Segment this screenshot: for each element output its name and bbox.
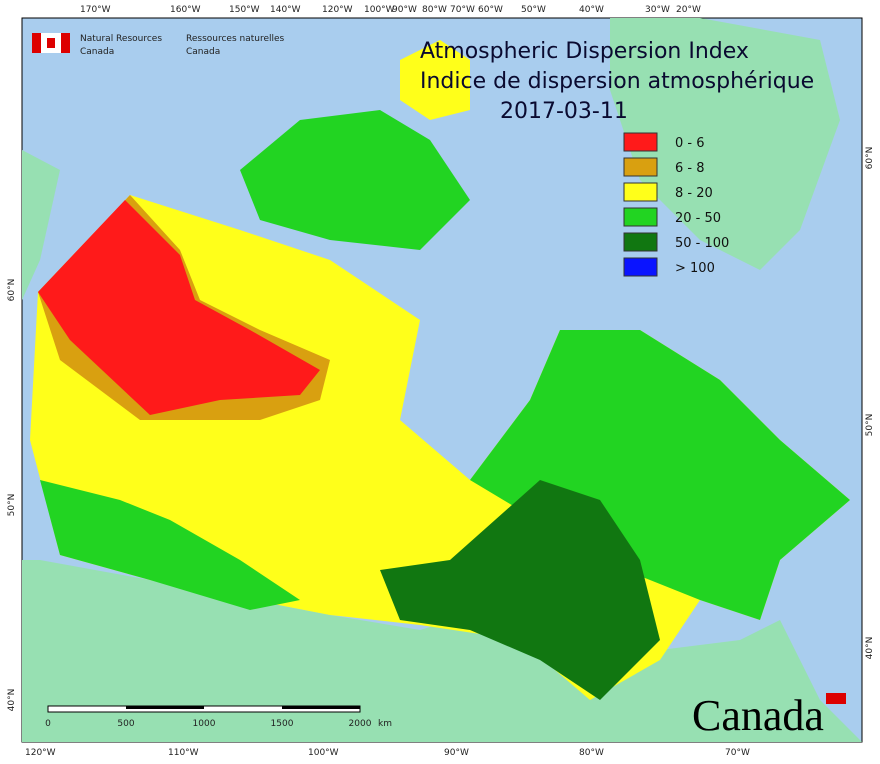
graticule-label: 30°W xyxy=(645,5,670,15)
arctic-islands xyxy=(240,110,470,250)
legend-label: > 100 xyxy=(675,261,715,276)
scale-label: 500 xyxy=(117,719,134,729)
graticule-label: 70°W xyxy=(450,5,475,15)
graticule-label: 160°W xyxy=(170,5,201,15)
flag-leaf xyxy=(47,38,55,48)
graticule-label: 120°W xyxy=(322,5,353,15)
flag-bar xyxy=(32,33,41,53)
legend-swatch xyxy=(623,157,658,177)
legend-label: 20 - 50 xyxy=(675,211,721,226)
scale-label: 1000 xyxy=(193,719,216,729)
graticule-label: 60°N xyxy=(7,279,17,302)
graticule-label: 80°W xyxy=(422,5,447,15)
title-date: 2017-03-11 xyxy=(500,99,628,124)
legend-label: 8 - 20 xyxy=(675,186,713,201)
agency-fr: Canada xyxy=(186,47,220,57)
alaska xyxy=(22,150,60,300)
agency-fr: Ressources naturelles xyxy=(186,34,285,44)
scale-label: 2000 xyxy=(349,719,372,729)
graticule-label: 50°W xyxy=(521,5,546,15)
graticule-label: 60°N xyxy=(865,147,875,170)
graticule-label: 100°W xyxy=(364,5,395,15)
graticule-label: 150°W xyxy=(229,5,260,15)
graticule-label: 110°W xyxy=(168,748,199,758)
graticule-label: 120°W xyxy=(25,748,56,758)
zone-darkgreen xyxy=(380,480,660,700)
scale-bar-segment xyxy=(282,706,360,709)
zone-red xyxy=(38,200,320,415)
graticule-label: 170°W xyxy=(80,5,111,15)
greenland xyxy=(610,18,840,270)
legend-swatch xyxy=(623,257,658,277)
scale-label: 1500 xyxy=(271,719,294,729)
title-fr: Indice de dispersion atmosphérique xyxy=(420,69,814,94)
graticule-label: 80°W xyxy=(579,748,604,758)
graticule-label: 140°W xyxy=(270,5,301,15)
graticule-label: 40°N xyxy=(865,637,875,660)
zone-green-west xyxy=(40,480,300,610)
scale-bar-segment xyxy=(126,706,204,709)
graticule-label: 40°W xyxy=(579,5,604,15)
legend-swatch xyxy=(623,182,658,202)
legend-swatch xyxy=(623,232,658,252)
graticule-label: 90°W xyxy=(444,748,469,758)
scale-label: 0 xyxy=(45,719,51,729)
agency-en: Natural Resources xyxy=(80,34,162,44)
agency-en: Canada xyxy=(80,47,114,57)
legend-label: 6 - 8 xyxy=(675,161,705,176)
flag-bar xyxy=(61,33,70,53)
graticule-label: 70°W xyxy=(725,748,750,758)
title-en: Atmospheric Dispersion Index xyxy=(420,39,749,64)
legend-label: 50 - 100 xyxy=(675,236,729,251)
graticule-label: 20°W xyxy=(676,5,701,15)
united-states xyxy=(22,560,862,742)
wordmark-flag xyxy=(826,693,846,704)
legend-swatch xyxy=(623,207,658,227)
graticule-label: 40°N xyxy=(7,689,17,712)
wordmark: Canada xyxy=(692,691,824,740)
legend-swatch xyxy=(623,132,658,152)
ellesmere xyxy=(400,40,470,120)
graticule-label: 50°N xyxy=(7,494,17,517)
legend-label: 0 - 6 xyxy=(675,136,705,151)
graticule-label: 60°W xyxy=(478,5,503,15)
graticule-label: 90°W xyxy=(392,5,417,15)
graticule-label: 100°W xyxy=(308,748,339,758)
zone-green-east xyxy=(470,330,850,620)
graticule-label: 50°N xyxy=(865,414,875,437)
scale-unit: km xyxy=(378,719,392,729)
